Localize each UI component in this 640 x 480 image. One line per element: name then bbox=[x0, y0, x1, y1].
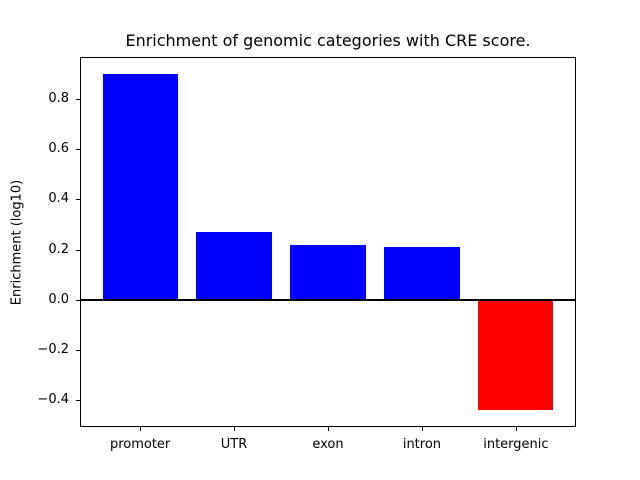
y-tick-label: −0.2 bbox=[37, 341, 69, 357]
x-tick-label-exon: exon bbox=[312, 437, 344, 452]
x-tick-label-intron: intron bbox=[402, 437, 442, 452]
y-tick-mark bbox=[76, 299, 80, 301]
bar-promoter bbox=[102, 73, 178, 300]
y-tick-mark bbox=[76, 400, 80, 402]
x-tick-label-UTR: UTR bbox=[220, 437, 248, 452]
y-tick-label: 0.2 bbox=[48, 241, 69, 257]
x-tick-mark bbox=[234, 427, 236, 431]
y-tick-mark bbox=[76, 349, 80, 351]
y-tick-label: 0.4 bbox=[48, 191, 69, 207]
y-tick-mark bbox=[76, 199, 80, 201]
x-tick-label-intergenic: intergenic bbox=[483, 437, 549, 452]
x-tick-mark bbox=[421, 427, 423, 431]
y-tick-mark bbox=[76, 149, 80, 151]
y-tick-label: 0.8 bbox=[48, 90, 69, 106]
x-tick-mark bbox=[328, 427, 329, 431]
bar-intergenic bbox=[478, 299, 554, 411]
bar-exon bbox=[290, 244, 366, 300]
x-tick-mark bbox=[140, 427, 142, 431]
bar-UTR bbox=[196, 231, 272, 300]
x-tick-mark bbox=[515, 427, 517, 431]
y-tick-label: 0.0 bbox=[48, 291, 69, 307]
y-tick-label: −0.4 bbox=[37, 392, 69, 408]
chart-title: Enrichment of genomic categories with CR… bbox=[125, 31, 531, 50]
zero-baseline bbox=[80, 298, 576, 301]
bar-intron bbox=[384, 247, 460, 300]
y-axis-label: Enrichment (log10) bbox=[9, 179, 25, 306]
x-tick-label-promoter: promoter bbox=[109, 437, 171, 452]
y-tick-mark bbox=[76, 249, 80, 251]
y-tick-label: 0.6 bbox=[48, 141, 69, 157]
y-tick-mark bbox=[76, 98, 80, 100]
